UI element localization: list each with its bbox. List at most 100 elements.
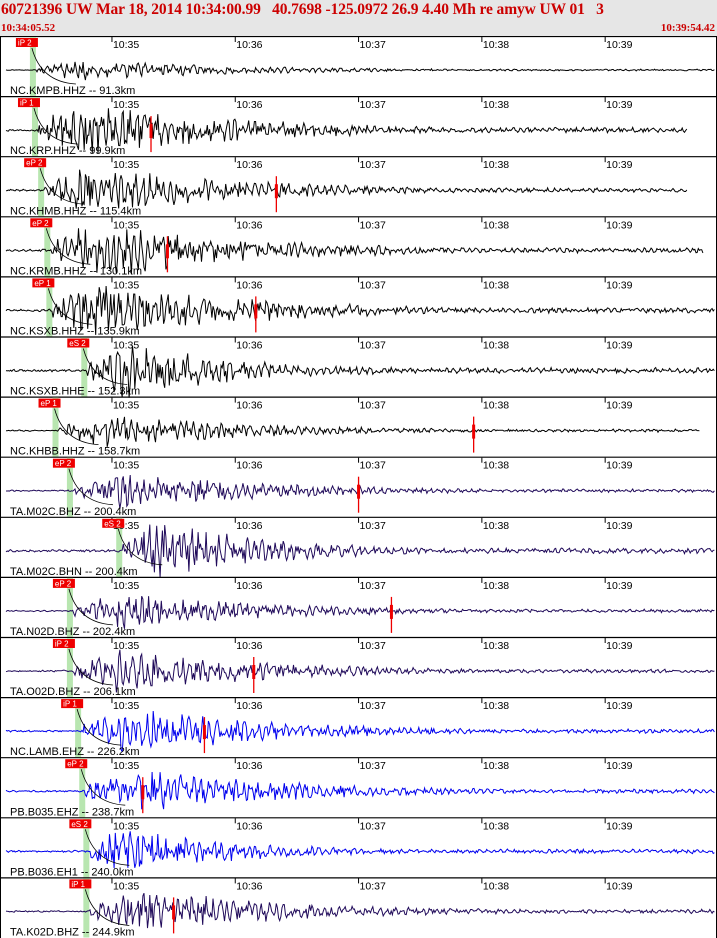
pick-flag [69,879,92,889]
time-tick-label: 10:36 [236,99,262,111]
pick-label: eS 2 [104,519,121,528]
time-tick-label: 10:39 [606,760,632,772]
trace-panel: 10:35 10:36 10:37 10:38 10:39 eP 2 TA.M02C.BHZ… [0,456,717,518]
time-tick-label: 10:38 [483,760,509,772]
arrival-marker-block [141,785,145,800]
arrival-marker-block [389,604,393,619]
event-header: 60721396 UW Mar 18, 2014 10:34:00.99 40.… [0,0,717,36]
waveform-trace [5,524,715,578]
trace-panel: 10:35 10:36 10:37 10:38 10:39 iP 1 TA.K02D.BHZ… [0,877,717,938]
pick-flag [52,578,75,588]
time-tick-label: 10:37 [360,39,386,51]
time-tick-label: 10:38 [483,219,509,231]
phase-guide-curve [68,588,113,626]
time-tick-label: 10:37 [360,340,386,352]
arrival-marker-block [252,665,256,679]
station-label: NC.KSXB.HHZ -- 135.9km [10,326,140,338]
station-label: NC.KMPB.HHZ -- 91.3km [10,85,135,97]
time-tick-label: 10:38 [483,340,509,352]
time-tick-label: 10:37 [360,760,386,772]
arrival-marker-block [202,725,206,740]
phase-guide-curve [84,889,130,926]
time-tick-label: 10:35 [113,99,139,111]
time-tick-label: 10:36 [236,760,262,772]
time-tick-label: 10:37 [360,700,386,712]
arrival-marker-block [172,905,176,920]
phase-window-band [75,698,82,758]
time-tick-label: 10:37 [360,820,386,832]
time-tick-label: 10:36 [236,460,262,472]
time-tick-label: 10:36 [236,520,262,532]
waveform-trace [5,228,704,275]
pick-flag [30,218,53,228]
time-tick-label: 10:35 [113,279,139,291]
time-tick-label: 10:38 [483,580,509,592]
trace-panel: 10:35 10:36 10:37 10:38 10:39 eS 2 PB.B036.EH1… [0,817,717,878]
pick-flag [15,38,38,47]
time-tick-label: 10:36 [236,640,262,652]
station-label: PB.B035.EHZ -- 238.7km [10,806,134,818]
trace-panel: 10:35 10:36 10:37 10:38 10:39 iP 2 TA.O02D.BHZ… [0,636,717,698]
pick-label: eP 2 [26,159,43,168]
phase-window-band [38,157,45,217]
phase-window-band [46,277,53,337]
time-tick-label: 10:38 [483,39,509,51]
time-tick-label: 10:36 [236,880,262,892]
station-label: TA.N02D.BHZ -- 202.4km [10,626,135,638]
time-tick-label: 10:39 [606,460,632,472]
waveform-trace [5,893,715,929]
time-tick-label: 10:35 [113,640,139,652]
time-tick-label: 10:36 [236,700,262,712]
time-tick-label: 10:38 [483,820,509,832]
phase-guide-curve [68,648,113,686]
pick-label: eP 1 [34,279,51,288]
time-tick-label: 10:38 [483,640,509,652]
time-tick-label: 10:35 [113,580,139,592]
time-tick-label: 10:39 [606,39,632,51]
time-tick-label: 10:37 [360,99,386,111]
time-tick-label: 10:39 [606,880,632,892]
pick-flag [65,759,88,769]
time-tick-label: 10:38 [483,700,509,712]
pick-flag [102,518,125,528]
time-tick-label: 10:39 [606,279,632,291]
time-tick-label: 10:39 [606,640,632,652]
trace-panel: 10:35 10:36 10:37 10:38 10:39 eS 2 NC.KSXB.HHE… [0,336,717,398]
waveform-trace [5,710,715,753]
time-tick-label: 10:39 [606,340,632,352]
phase-window-band [66,638,73,698]
time-tick-label: 10:38 [483,279,509,291]
trace-panel: 10:35 10:36 10:37 10:38 10:39 iP 1 NC.KRP.HHZ … [0,95,717,157]
station-label: NC.KHMB.HHZ -- 115.4km [10,205,141,217]
time-tick-label: 10:35 [113,700,139,712]
phase-window-band [52,397,59,457]
time-tick-label: 10:35 [113,760,139,772]
phase-window-band [66,577,73,637]
phase-guide-curve [39,168,85,205]
waveform-trace [6,474,715,509]
pick-label: eS 2 [69,339,86,348]
time-tick-label: 10:36 [236,219,262,231]
phase-window-band [83,818,90,878]
station-label: NC.KRP.HHZ -- 99.9km [10,145,125,157]
pick-label: iP 2 [18,39,32,48]
waveform-trace [5,831,715,869]
pick-flag [24,158,47,168]
time-tick-label: 10:37 [360,279,386,291]
time-tick-label: 10:36 [236,39,262,51]
waveform-trace [5,596,715,629]
trace-panel: 10:35 10:36 10:37 10:38 10:39 eP 1 NC.KSXB.HHZ… [0,276,717,338]
phase-window-band [44,217,51,277]
station-label: TA.M02C.BHN -- 200.4km [10,566,138,578]
waveform-trace [5,285,715,335]
pick-flag [67,338,90,348]
pick-flag [38,398,61,408]
time-tick-label: 10:37 [360,520,386,532]
phase-guide-curve [117,528,163,566]
station-label: NC.KHBB.HHZ -- 158.7km [10,446,140,458]
time-tick-label: 10:39 [606,580,632,592]
phase-guide-curve [47,288,93,325]
waveform-trace [5,416,700,447]
phase-guide-curve [31,47,76,85]
